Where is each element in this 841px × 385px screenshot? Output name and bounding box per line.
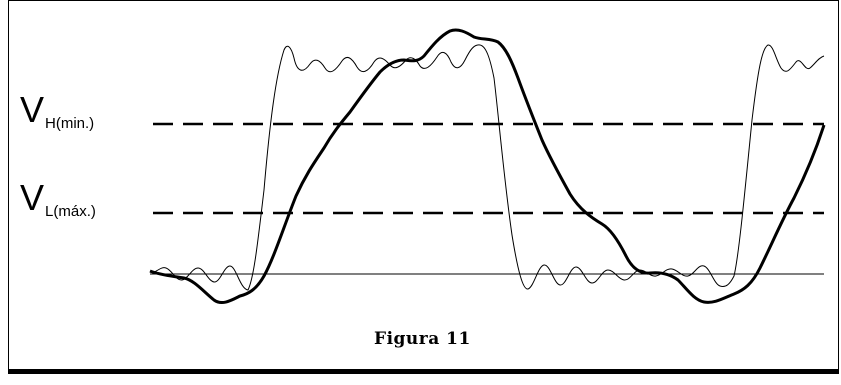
vh-subscript: H(min.) xyxy=(45,115,95,132)
figure-caption: Figura 11 xyxy=(374,329,471,349)
vh-min-label: VH(min.) xyxy=(20,89,94,133)
vh-symbol: V xyxy=(20,89,45,130)
vl-symbol: V xyxy=(20,177,45,218)
thick-waveform xyxy=(149,28,826,304)
vl-max-label: VL(máx.) xyxy=(20,177,96,221)
vl-subscript: L(máx.) xyxy=(45,203,96,220)
figure-frame xyxy=(8,0,839,374)
thin-waveform xyxy=(149,44,825,291)
